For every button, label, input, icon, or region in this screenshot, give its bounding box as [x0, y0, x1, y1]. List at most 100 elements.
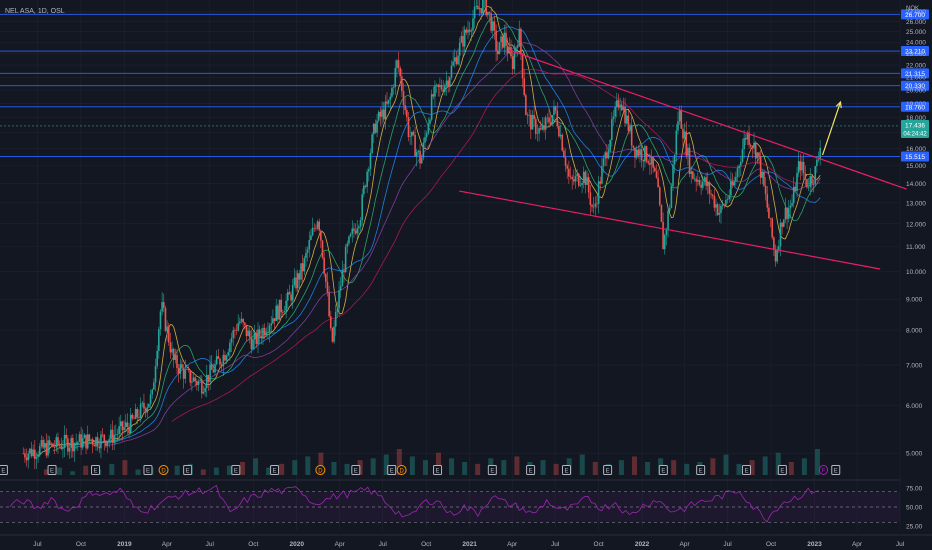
candle-body — [496, 50, 499, 55]
event-marker[interactable] — [183, 465, 193, 475]
candle-body — [22, 453, 25, 454]
candle-body — [389, 96, 392, 100]
candle-body — [482, 0, 484, 14]
candle-body — [797, 161, 800, 173]
candle-body — [298, 273, 301, 280]
event-marker[interactable] — [741, 465, 751, 475]
event-marker[interactable] — [433, 465, 443, 475]
event-marker[interactable] — [831, 465, 841, 475]
event-marker[interactable] — [47, 465, 57, 475]
candle-body — [262, 328, 264, 339]
event-marker[interactable] — [158, 465, 169, 475]
event-marker[interactable] — [270, 465, 280, 475]
time-tick-label: 2020 — [290, 541, 305, 548]
event-marker[interactable] — [315, 465, 326, 475]
candle-body — [121, 421, 124, 431]
candle-body — [315, 228, 317, 229]
candle-body — [591, 204, 593, 207]
event-marker[interactable] — [561, 465, 571, 475]
volume-bar — [449, 458, 455, 475]
time-tick-label: Apr — [852, 541, 863, 548]
candle-body — [503, 32, 506, 48]
candle-body — [506, 45, 509, 54]
candle-body — [599, 181, 602, 184]
candle-body — [90, 440, 92, 441]
event-marker[interactable] — [231, 465, 241, 475]
candle-body — [449, 77, 451, 87]
candle-body — [463, 29, 466, 47]
event-marker[interactable] — [351, 465, 361, 475]
candle-body — [27, 453, 30, 461]
candle-body — [291, 285, 294, 301]
candle-body — [606, 152, 608, 159]
candle-body — [604, 152, 607, 159]
candle-body — [715, 204, 717, 208]
candle-body — [57, 437, 59, 445]
time-axis[interactable]: Jul Oct 2019 Apr Jul Oct 2020 Apr Jul Oct 2021 Apr J… — [0, 534, 932, 548]
candle-body — [495, 30, 497, 51]
event-marker[interactable] — [487, 465, 497, 475]
event-marker-letter: E — [354, 468, 358, 474]
candle-body — [257, 329, 259, 345]
candle-body — [124, 422, 127, 428]
event-marker[interactable] — [387, 465, 397, 475]
lower-trendline[interactable] — [459, 190, 881, 270]
volume-bar — [514, 456, 520, 475]
candle-body — [782, 219, 785, 227]
candle-body — [703, 177, 706, 182]
event-marker[interactable] — [143, 465, 153, 475]
trendlines[interactable] — [459, 49, 907, 270]
candle-body — [336, 308, 339, 312]
candle-body — [511, 56, 514, 70]
candle-body — [637, 149, 640, 156]
event-marker-letter: E — [94, 468, 98, 474]
candle-body — [455, 57, 458, 65]
candle-body — [108, 439, 111, 442]
event-marker[interactable] — [526, 465, 536, 475]
time-tick-label: Apr — [335, 541, 346, 548]
candle-body — [614, 106, 616, 117]
event-marker[interactable] — [777, 465, 787, 475]
candle-body — [457, 55, 459, 65]
horizontal-levels[interactable]: 26.700 23.210 21.315 20.330 18.760 15.515 — [0, 9, 929, 162]
event-marker[interactable] — [696, 465, 706, 475]
candle-body — [705, 177, 707, 186]
candle-body — [566, 165, 569, 169]
candle-body — [573, 179, 575, 182]
candle-body — [123, 427, 125, 431]
candle-body — [154, 366, 157, 383]
event-marker[interactable] — [658, 465, 668, 475]
candle-body — [265, 332, 268, 336]
price-axis[interactable]: 27.000 26.000 25.000 24.000 23.000 22.000 21.0… — [0, 9, 929, 458]
upper-trendline[interactable] — [508, 49, 907, 190]
candle-body — [237, 323, 239, 331]
volume-bar — [370, 458, 376, 475]
candle-body — [801, 161, 803, 171]
event-marker[interactable] — [396, 465, 407, 475]
volume-bar — [83, 465, 89, 475]
candle-body — [394, 68, 397, 88]
candle-body — [634, 147, 636, 158]
candle-body — [32, 449, 34, 457]
countdown-label: 04:24:42 — [903, 131, 927, 137]
volume-bar — [762, 456, 768, 475]
volume-bar — [592, 462, 598, 475]
event-marker[interactable] — [0, 465, 8, 475]
candle-body — [311, 227, 314, 236]
event-marker[interactable] — [91, 465, 101, 475]
event-marker[interactable] — [603, 465, 613, 475]
candle-body — [103, 434, 106, 442]
projection-arrow[interactable] — [821, 100, 842, 156]
event-marker[interactable] — [818, 465, 828, 475]
grid — [0, 0, 901, 530]
candle-body — [564, 157, 567, 166]
last-price-tag[interactable] — [901, 119, 929, 138]
candle-body — [300, 263, 302, 280]
volume-bar — [814, 449, 820, 475]
arrow-shaft[interactable] — [821, 101, 842, 156]
volume-bar — [540, 460, 546, 475]
candle-body — [37, 455, 39, 458]
candle-body — [192, 377, 195, 382]
